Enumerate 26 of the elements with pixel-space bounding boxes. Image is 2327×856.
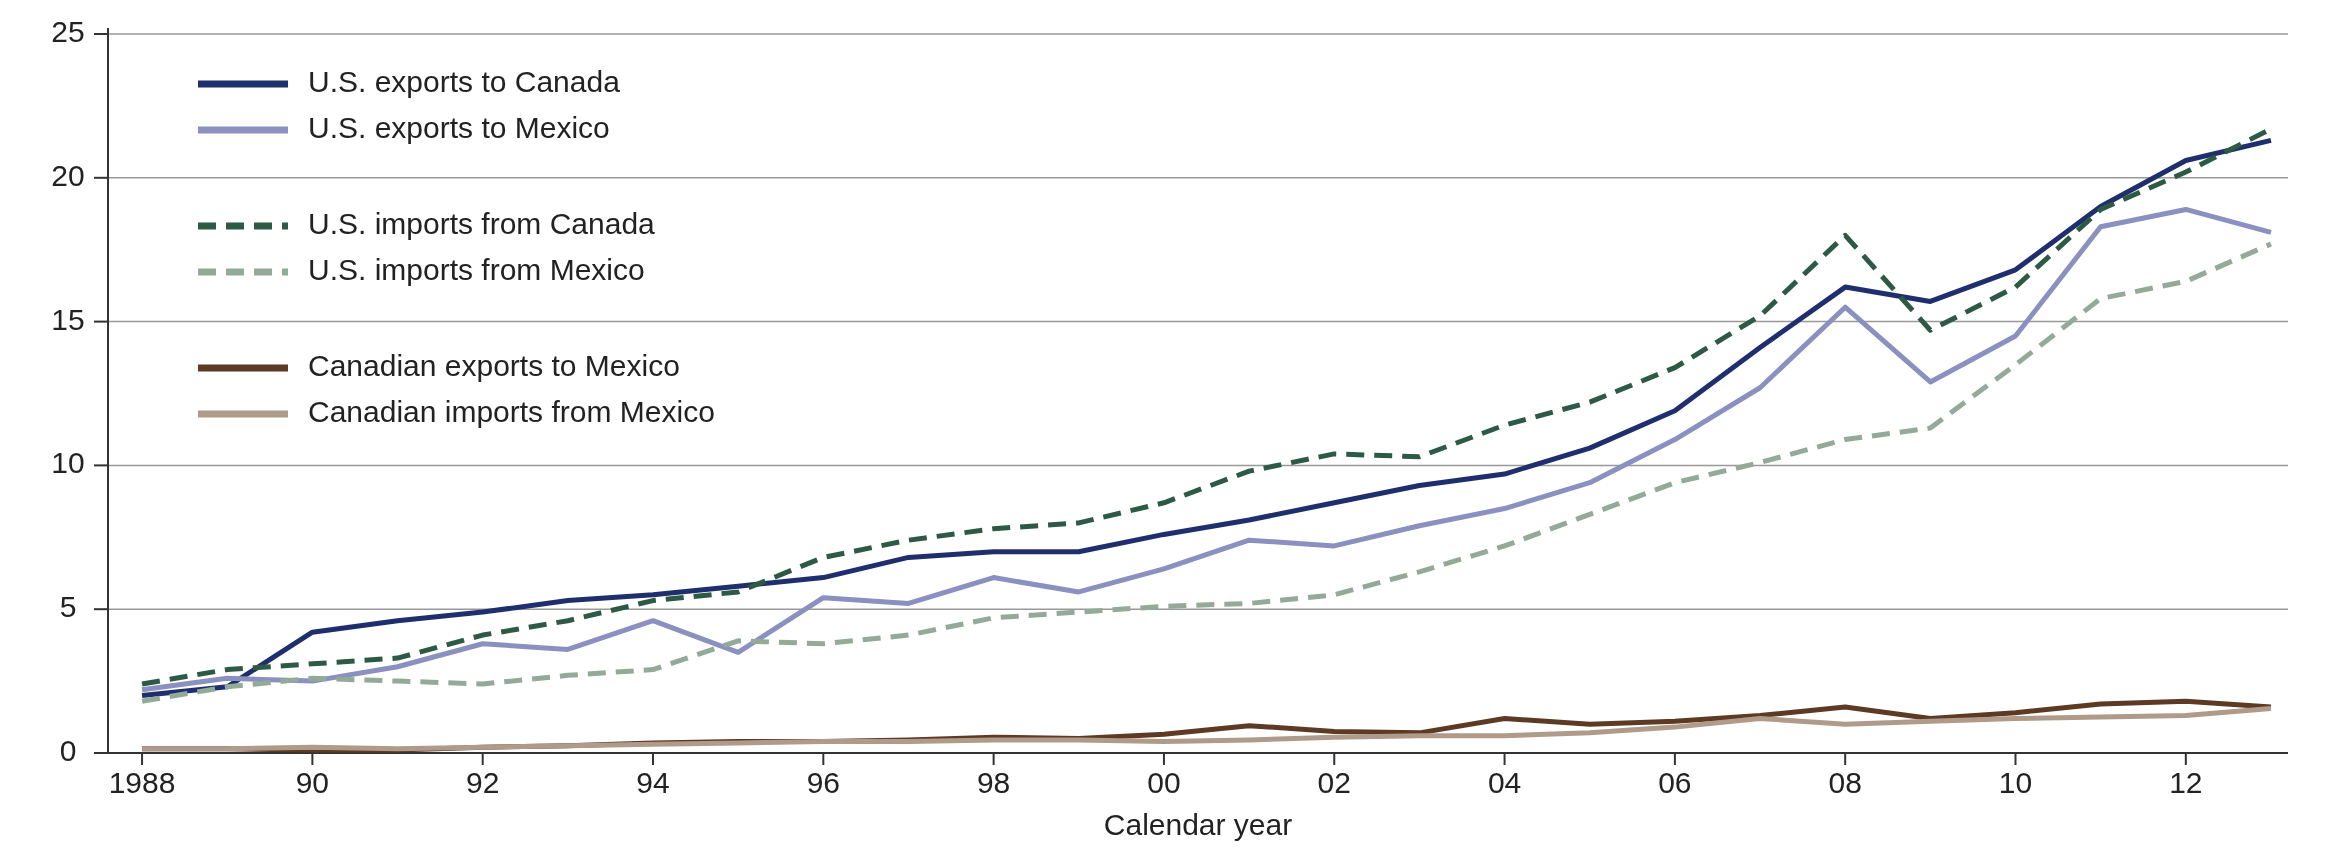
x-tick-label: 90	[295, 766, 330, 799]
legend-label: Canadian exports to Mexico	[308, 348, 680, 382]
x-tick-label: 06	[1658, 766, 1692, 799]
x-tick-label: 10	[1998, 766, 2033, 799]
x-tick-label: 04	[1487, 766, 1522, 799]
y-tick-label: 20	[51, 158, 85, 192]
x-tick-label: 1988	[108, 766, 176, 799]
y-tick-label: 5	[59, 590, 77, 624]
legend-label: U.S. exports to Mexico	[308, 110, 610, 144]
x-tick-label: 12	[2169, 766, 2203, 799]
y-tick-label: 0	[59, 733, 77, 767]
y-tick-label: 10	[51, 446, 85, 480]
x-tick-label: 02	[1317, 766, 1351, 799]
x-tick-label: 94	[636, 766, 670, 799]
legend-label: U.S. exports to Canada	[308, 64, 621, 98]
x-axis-title: Calendar year	[1103, 808, 1293, 841]
y-tick-label: 15	[51, 302, 85, 336]
x-tick-label: 98	[976, 766, 1011, 799]
legend-label: Canadian imports from Mexico	[308, 394, 715, 428]
x-tick-label: 92	[466, 766, 500, 799]
legend-label: U.S. imports from Canada	[308, 206, 656, 240]
x-tick-label: 00	[1147, 766, 1181, 799]
x-tick-label: 96	[806, 766, 840, 799]
x-tick-label: 08	[1828, 766, 1862, 799]
y-tick-label: 25	[51, 14, 85, 48]
legend-label: U.S. imports from Mexico	[308, 252, 645, 286]
